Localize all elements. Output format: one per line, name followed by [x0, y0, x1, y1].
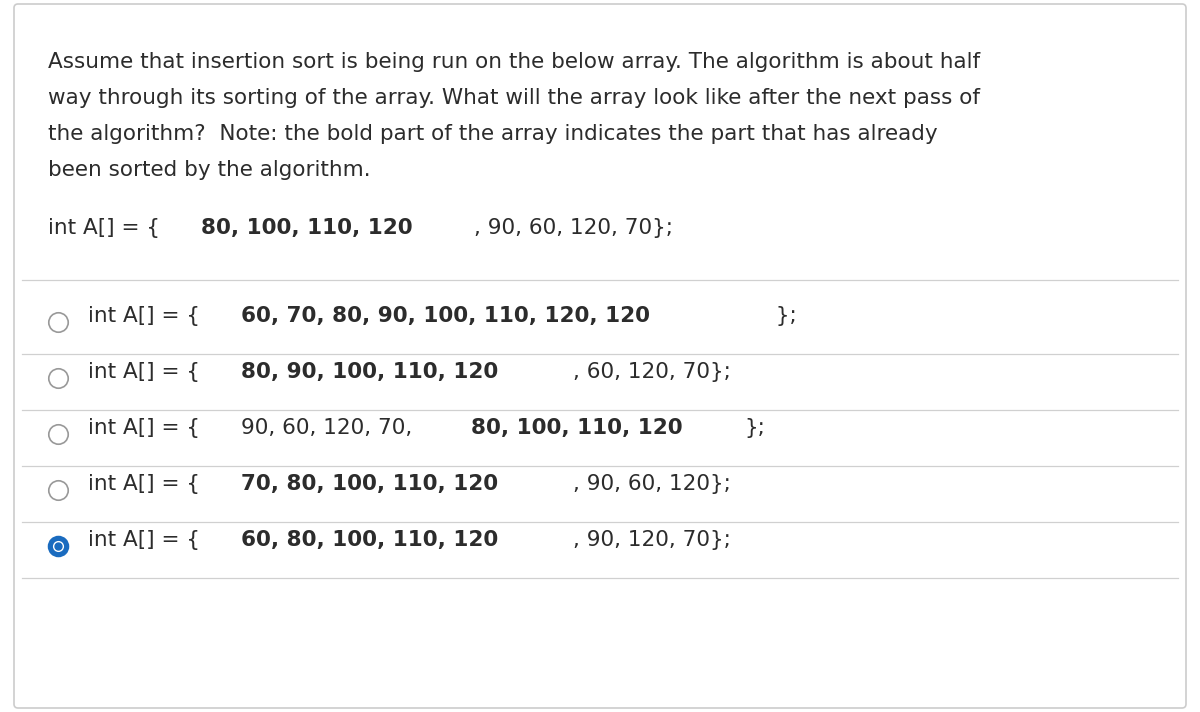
Text: int A[] = {: int A[] = {	[48, 218, 167, 238]
Text: 90, 60, 120, 70,: 90, 60, 120, 70,	[241, 419, 420, 439]
Text: int A[] = {: int A[] = {	[88, 362, 206, 382]
Text: 80, 100, 110, 120: 80, 100, 110, 120	[202, 218, 413, 238]
Text: been sorted by the algorithm.: been sorted by the algorithm.	[48, 160, 371, 180]
Text: , 90, 60, 120, 70};: , 90, 60, 120, 70};	[474, 218, 673, 238]
Text: };: };	[769, 306, 797, 326]
Text: 80, 100, 110, 120: 80, 100, 110, 120	[472, 419, 683, 439]
Text: 60, 80, 100, 110, 120: 60, 80, 100, 110, 120	[241, 530, 499, 550]
Text: , 90, 60, 120};: , 90, 60, 120};	[574, 474, 731, 494]
FancyBboxPatch shape	[14, 4, 1186, 708]
Text: , 60, 120, 70};: , 60, 120, 70};	[574, 362, 731, 382]
Text: the algorithm?  Note: the bold part of the array indicates the part that has alr: the algorithm? Note: the bold part of th…	[48, 124, 937, 144]
Text: };: };	[744, 419, 766, 439]
Text: way through its sorting of the array. What will the array look like after the ne: way through its sorting of the array. Wh…	[48, 88, 980, 108]
Text: , 90, 120, 70};: , 90, 120, 70};	[574, 530, 731, 550]
Text: Assume that insertion sort is being run on the below array. The algorithm is abo: Assume that insertion sort is being run …	[48, 52, 980, 72]
Text: 80, 90, 100, 110, 120: 80, 90, 100, 110, 120	[241, 362, 499, 382]
Text: int A[] = {: int A[] = {	[88, 306, 206, 326]
Text: int A[] = {: int A[] = {	[88, 474, 206, 494]
Text: 70, 80, 100, 110, 120: 70, 80, 100, 110, 120	[241, 474, 498, 494]
Text: int A[] = {: int A[] = {	[88, 530, 206, 550]
Text: 60, 70, 80, 90, 100, 110, 120, 120: 60, 70, 80, 90, 100, 110, 120, 120	[241, 306, 650, 326]
Text: int A[] = {: int A[] = {	[88, 419, 206, 439]
